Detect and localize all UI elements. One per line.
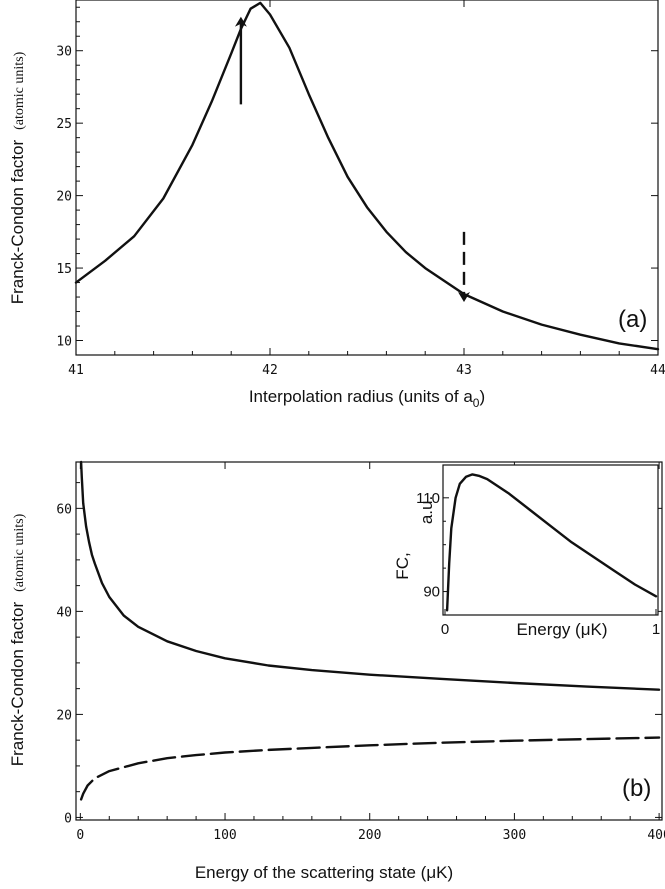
chart-b-panel-label: (b) [622,775,651,802]
chart-b-y-tick-label: 40 [56,605,72,620]
chart-a-y-tick-label: 20 [56,190,72,205]
chart-b-curves [79,460,661,801]
chart-a-y-axis-title: Franck-Condon factor (atomic units) [8,51,27,304]
chart-b-x-tick-label: 400 [647,828,665,843]
chart-a-x-tick-label: 41 [68,363,84,378]
chart-a: 41 42 43 44 10 15 20 25 30 (a) Interpolation rad… [8,0,665,410]
chart-a-x-axis-title: Interpolation radius (units of a0) [249,387,485,410]
chart-b-dashed-series-line [79,736,661,801]
chart-b-x-tick-label: 300 [503,828,526,843]
chart-a-panel-label: (a) [618,306,647,333]
chart-b-x-axis-title: Energy of the scattering state (μK) [195,863,453,882]
inset-y-axis-title-fc: FC, [393,552,412,579]
chart-a-frame [75,0,659,356]
inset-x-axis-title: Energy (μK) [516,620,607,639]
chart-b-ticks: 0 100 200 300 400 0 20 40 60 [56,462,665,843]
chart-a-series-line [74,1,660,351]
chart-a-y-tick-label: 25 [56,117,72,132]
inset-curves [445,473,658,612]
inset-y-axis-title-units: a.u. [417,496,436,524]
chart-a-y-tick-label: 15 [56,262,72,277]
inset-ticks: 0 1 90 110 [416,490,660,638]
inset-frame [442,464,659,616]
inset-x-tick-label: 1 [652,621,660,638]
chart-a-curves [74,1,660,351]
inset-y-tick-label: 110 [416,490,440,507]
inset-y-tick-label: 90 [423,584,440,601]
chart-a-ticks: 41 42 43 44 10 15 20 25 30 [56,0,665,378]
chart-b-y-tick-label: 60 [56,502,72,517]
chart-b-inset: 0 1 90 110 Energy (μK) FC, a.u. [393,464,660,639]
chart-b-x-tick-label: 200 [358,828,381,843]
chart-b-y-axis-title: Franck-Condon factor (atomic units) [8,513,27,766]
chart-a-x-tick-label: 44 [650,363,665,378]
chart-b-y-tick-label: 20 [56,708,72,723]
chart-b-frame [75,461,663,821]
chart-a-y-tick-label: 30 [56,45,72,60]
chart-b-x-tick-label: 0 [76,828,84,843]
chart-a-arrows [234,16,470,303]
chart-a-y-tick-label: 10 [56,335,72,350]
inset-x-tick-label: 0 [441,621,449,638]
chart-a-x-tick-label: 42 [262,363,278,378]
inset-series-line [445,473,658,612]
chart-b: 0 100 200 300 400 0 20 40 60 (b) Energy of the s… [8,460,665,882]
chart-b-x-tick-label: 100 [213,828,236,843]
chart-b-solid-series-line [79,460,661,691]
chart-a-x-tick-label: 43 [456,363,472,378]
chart-b-y-tick-label: 0 [64,811,72,826]
